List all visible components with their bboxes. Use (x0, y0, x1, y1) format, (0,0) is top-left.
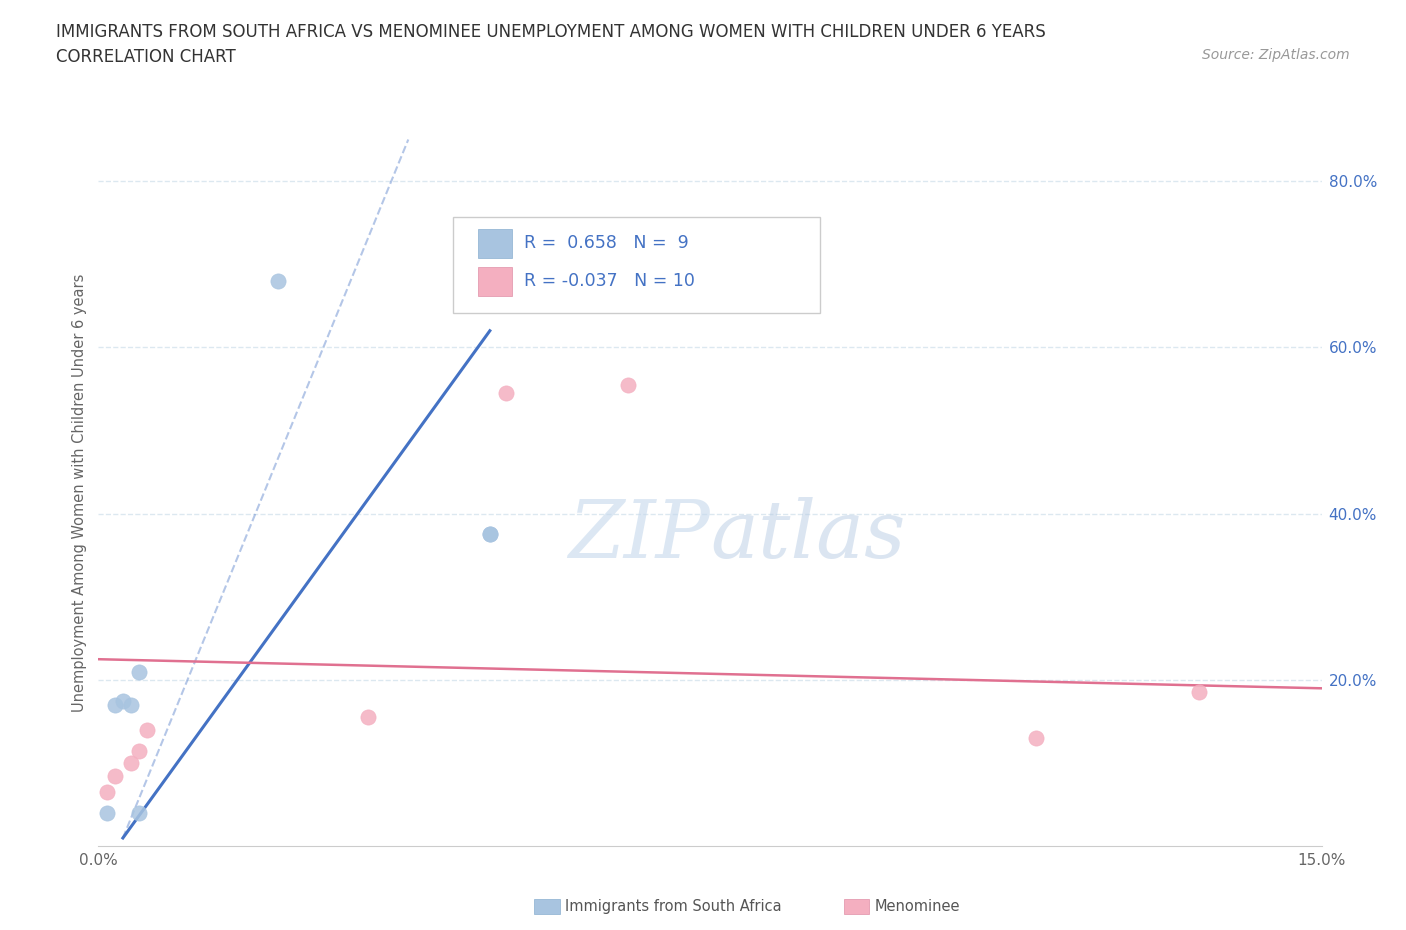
Point (96, 785, 118, 800)
Text: CORRELATION CHART: CORRELATION CHART (56, 48, 236, 66)
Point (120, 756, 142, 771)
Point (104, 768, 127, 783)
Point (1025, 731, 1047, 746)
Point (128, 664, 150, 679)
Point (617, 378, 640, 392)
Point (128, 805, 150, 820)
Point (356, 710, 378, 724)
Point (104, 698, 127, 712)
Text: R = -0.037   N = 10: R = -0.037 N = 10 (524, 272, 695, 290)
Point (96, 805, 118, 820)
Point (267, 273, 290, 288)
Text: ZIP: ZIP (568, 497, 710, 574)
Bar (478, 229, 512, 259)
Point (136, 723, 159, 737)
FancyBboxPatch shape (453, 218, 820, 312)
Point (128, 743, 150, 758)
Text: Immigrants from South Africa: Immigrants from South Africa (565, 899, 782, 914)
Bar (478, 267, 512, 297)
Text: Menominee: Menominee (875, 899, 960, 914)
Point (478, 527, 501, 542)
Point (1188, 685, 1211, 700)
Text: atlas: atlas (710, 497, 905, 574)
Text: Source: ZipAtlas.com: Source: ZipAtlas.com (1202, 48, 1350, 62)
Point (111, 694, 134, 709)
Text: IMMIGRANTS FROM SOUTH AFRICA VS MENOMINEE UNEMPLOYMENT AMONG WOMEN WITH CHILDREN: IMMIGRANTS FROM SOUTH AFRICA VS MENOMINE… (56, 23, 1046, 41)
Point (495, 386, 517, 401)
Point (120, 698, 142, 712)
Y-axis label: Unemployment Among Women with Children Under 6 years: Unemployment Among Women with Children U… (72, 273, 87, 712)
Point (478, 527, 501, 542)
Text: R =  0.658   N =  9: R = 0.658 N = 9 (524, 233, 689, 252)
